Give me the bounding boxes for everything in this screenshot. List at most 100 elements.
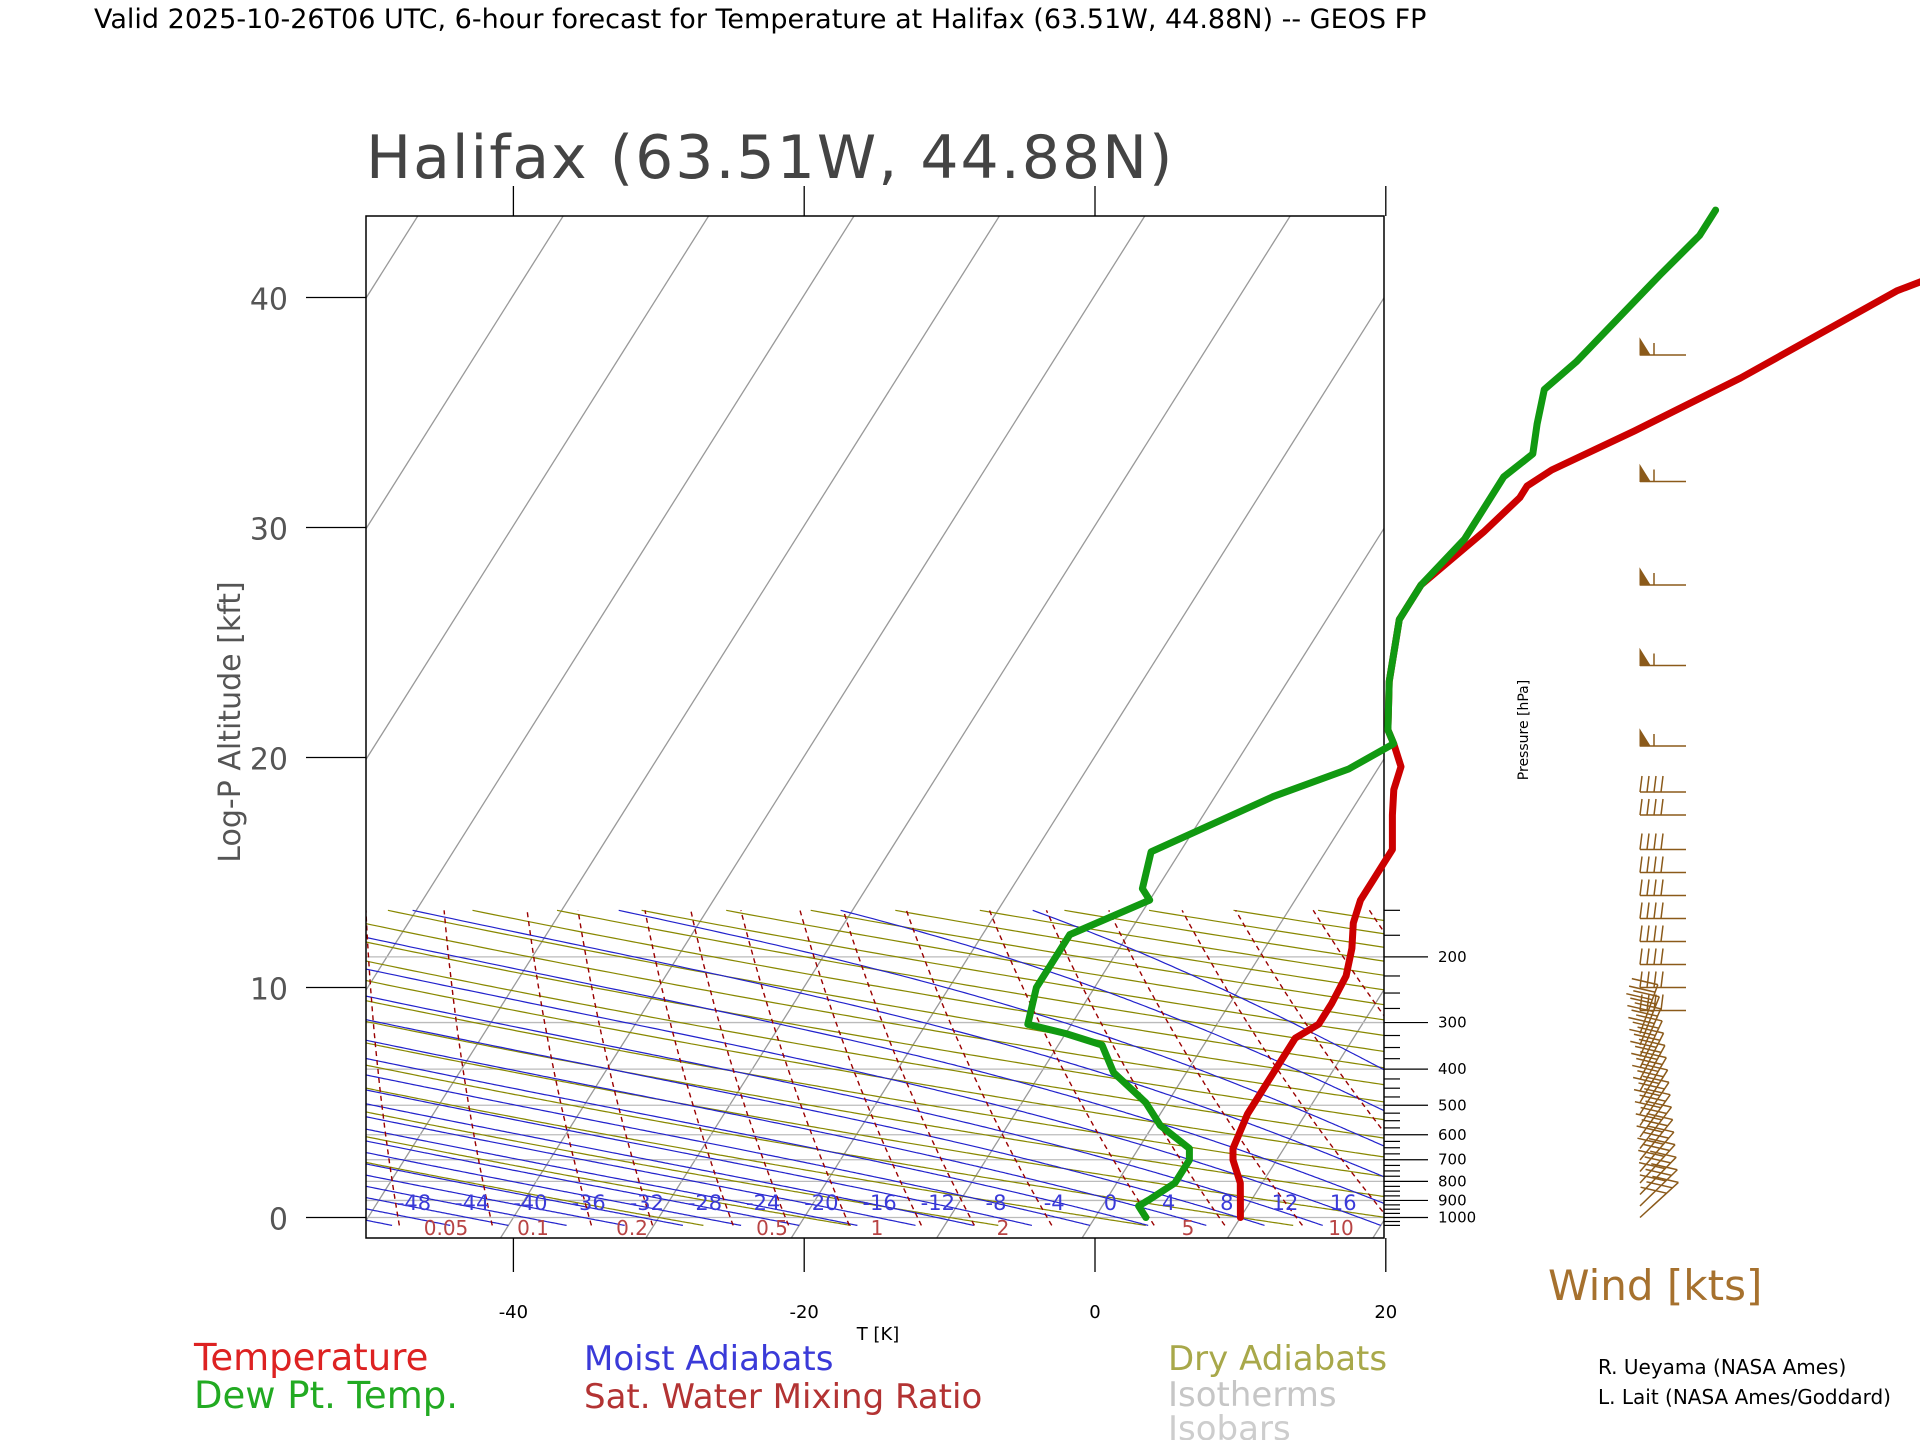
isotherm-line [0,160,308,1264]
wind-barb-flag [1646,879,1650,896]
x-tick-label: -20 [789,1302,818,1323]
wind-barb-flag [1653,902,1657,919]
moist-adiabat-label: -12 [921,1191,955,1215]
wind-barb [1636,1112,1674,1161]
wind-barb [1632,1063,1669,1115]
wind-barb-flag [1635,1014,1663,1022]
moist-adiabat-label: -28 [688,1191,722,1215]
pressure-tick-label: 800 [1438,1172,1467,1190]
moist-adiabat-line [840,909,1384,1112]
dry-adiabat-line [366,1000,1384,1177]
wind-barb-flag [1646,856,1650,873]
wind-barb-flag [1660,925,1664,942]
mixing-ratio-line [988,910,1155,1226]
dry-adiabat-line [641,909,1384,1037]
wind-barb [1639,948,1686,966]
legend-temperature: Temperature [193,1336,428,1379]
moist-adiabat-label: 8 [1220,1191,1233,1215]
wind-barb-flag [1647,1125,1675,1133]
dry-adiabat-line [810,909,1384,1006]
moist-adiabat-line [366,1151,742,1226]
moist-adiabat-line [366,1219,393,1226]
moist-adiabat-line [366,1074,1091,1226]
moist-adiabat-line [366,1140,800,1226]
wind-barb-pennant [1639,337,1651,356]
wind-barb-flag [1630,997,1657,1005]
wind-barb-flag [1660,833,1664,850]
moist-adiabat-line [366,1039,1207,1226]
wind-barb-flag [1643,1143,1670,1152]
moist-adiabat-line [366,968,1382,1226]
wind-barb-flag [1653,879,1657,896]
pressure-tick-label: 400 [1438,1060,1467,1078]
wind-barb-flag [1653,856,1657,873]
x-tick-label: -40 [499,1302,528,1323]
wind-barb-flag [1638,1149,1665,1158]
wind-barb-flag [1628,1016,1655,1025]
wind-barb-flag [1640,1106,1667,1115]
wind-barb [1639,728,1686,747]
dry-adiabat-line [366,1161,704,1226]
wind-barb-flag [1639,971,1643,988]
wind-barb [1639,567,1686,586]
wind-barb-flag [1639,879,1643,896]
pressure-tick-label: 200 [1438,948,1467,966]
wind-barb-flag [1648,1137,1676,1146]
dry-adiabat-line [366,1042,1384,1218]
legend-mixing-ratio: Sat. Water Mixing Ratio [584,1377,982,1417]
wind-barb-flag [1634,1100,1662,1109]
moist-adiabat-line [366,1185,567,1226]
wind-barb-flag [1646,775,1650,793]
moist-adiabat-line [366,1103,974,1226]
wind-barb-flag [1660,994,1664,1011]
y-tick-label: 30 [250,513,288,548]
wind-barb-flag [1635,1113,1662,1121]
dewpoint-profile-line [1024,206,1720,1221]
wind-barb [1627,989,1660,1046]
wind-barb-flag [1653,833,1657,850]
mixing-ratio-line [799,910,923,1226]
mixing-ratio-label: 0.1 [517,1216,549,1240]
wind-barb-flag [1630,1040,1657,1049]
mixing-ratio-line [1368,909,1384,934]
mixing-ratio-line [1235,909,1384,1134]
wind-barb-pennant [1639,647,1651,666]
isotherm-line [0,160,17,1264]
mixing-ratio-label: 10 [1328,1216,1353,1240]
wind-barb [1639,337,1686,356]
wind-barb-flag [1660,902,1664,919]
isotherm-line [645,216,1291,1238]
moist-adiabat-line [366,1128,858,1226]
legend-isobars: Isobars [1168,1409,1291,1440]
wind-barb [1638,1137,1676,1184]
isotherm-line [499,216,1146,1238]
wind-barb-flag [1642,1131,1669,1139]
wind-barb-flag [1646,948,1650,965]
mixing-ratio-line [526,910,593,1226]
dry-adiabat-line [556,909,1384,1053]
mixing-ratio-label: 0.2 [616,1216,648,1240]
pressure-tick-label: 700 [1438,1151,1467,1169]
wind-barb-pennant [1639,567,1651,586]
wind-barb-flag [1646,1112,1673,1121]
wind-barb-flag [1646,994,1650,1011]
wind-barb-flag [1639,833,1643,850]
wind-barb-flag [1653,948,1657,965]
wind-barb-flag [1639,775,1643,793]
legend-isotherms: Isotherms [1168,1375,1337,1415]
wind-barb-flag [1639,856,1643,873]
wind-barb-flag [1638,1161,1666,1170]
wind-barb-flag [1640,1186,1667,1194]
wind-barb-flag [1646,798,1650,816]
wind-barb-flag [1631,977,1658,986]
wind-barb-flag [1646,971,1650,988]
isotherm-line [366,216,710,761]
chart-title: Halifax (63.51W, 44.88N) [366,123,1174,193]
wind-barb-flag [1644,1087,1671,1096]
y-axis-label: Log-P Altitude [kft] [213,581,248,862]
isotherm-line [1226,988,1384,1238]
pressure-tick-label: 900 [1438,1191,1467,1209]
wind-barb-flag [1645,1168,1672,1177]
wind-barb-flag [1631,1052,1658,1061]
